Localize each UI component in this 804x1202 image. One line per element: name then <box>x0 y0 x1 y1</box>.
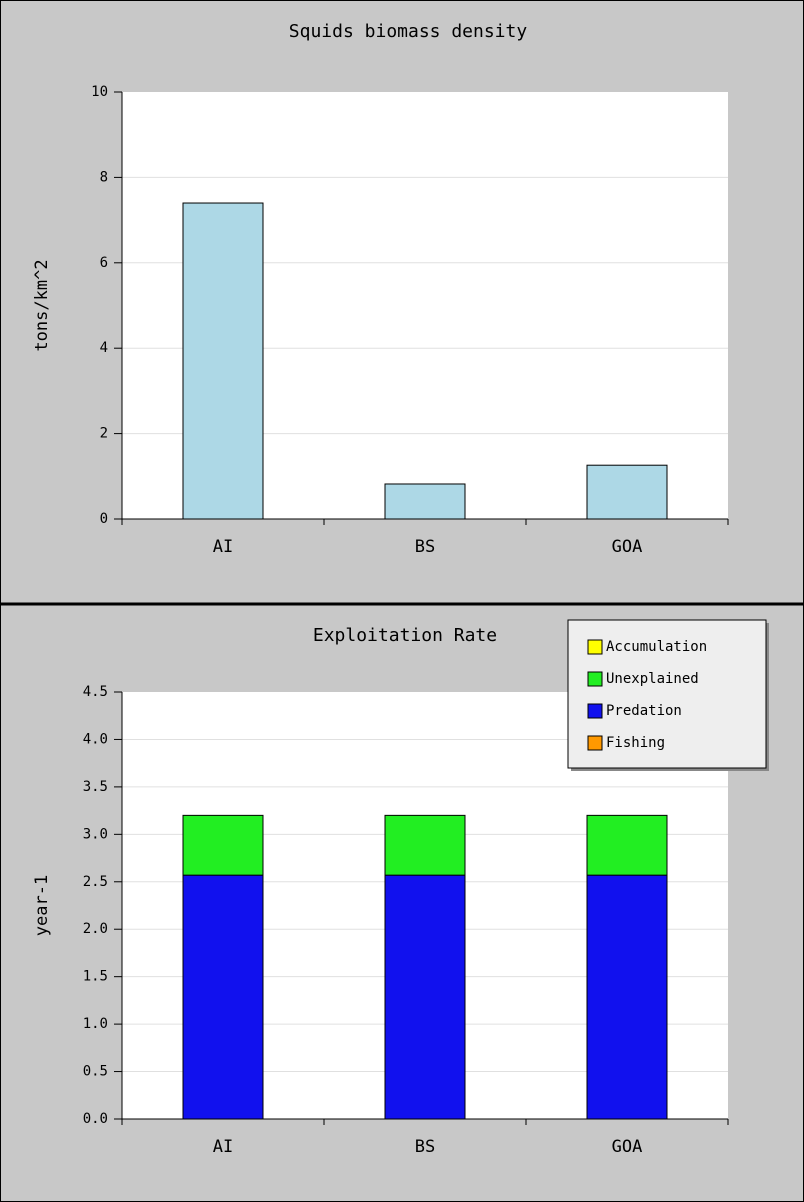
y-tick-label: 0.0 <box>83 1111 108 1127</box>
y-tick-label: 3.5 <box>83 779 108 795</box>
y-tick-label: 6 <box>100 255 108 271</box>
y-tick-label: 4.5 <box>83 684 108 700</box>
legend-swatch <box>587 671 603 687</box>
legend-swatch <box>587 735 603 751</box>
y-axis-label: year-1 <box>32 875 52 936</box>
legend-label: Accumulation <box>606 639 707 655</box>
x-tick-label: AI <box>213 537 233 557</box>
y-tick-label: 10 <box>91 84 108 100</box>
bar-segment <box>182 874 264 1120</box>
y-tick-label: 1.5 <box>83 969 108 985</box>
y-tick-label: 2 <box>100 426 108 442</box>
x-tick-label: BS <box>415 537 435 557</box>
chart-title: Exploitation Rate <box>313 625 497 646</box>
bar-segment <box>384 874 466 1120</box>
legend-swatch <box>587 703 603 719</box>
bar <box>384 483 466 520</box>
y-tick-label: 4 <box>100 340 108 356</box>
x-tick-label: GOA <box>612 1137 643 1157</box>
bar-segment <box>384 814 466 876</box>
y-tick-label: 2.0 <box>83 921 108 937</box>
legend-label: Unexplained <box>606 671 699 687</box>
bar <box>586 464 668 520</box>
y-tick-label: 3.0 <box>83 826 108 842</box>
y-tick-label: 0.5 <box>83 1064 108 1080</box>
legend-label: Predation <box>606 703 682 719</box>
chart-title: Squids biomass density <box>289 21 528 42</box>
legend-label: Fishing <box>606 735 665 751</box>
x-tick-label: AI <box>213 1137 233 1157</box>
bar-segment <box>182 814 264 876</box>
y-tick-label: 0 <box>100 511 108 527</box>
bar-segment <box>586 874 668 1120</box>
y-tick-label: 1.0 <box>83 1016 108 1032</box>
legend-swatch <box>587 639 603 655</box>
bar-segment <box>586 814 668 876</box>
y-tick-label: 4.0 <box>83 731 108 747</box>
bar <box>182 202 264 520</box>
x-tick-label: BS <box>415 1137 435 1157</box>
y-tick-label: 8 <box>100 169 108 185</box>
x-tick-label: GOA <box>612 537 643 557</box>
y-axis-label: tons/km^2 <box>32 259 52 351</box>
y-tick-label: 2.5 <box>83 874 108 890</box>
